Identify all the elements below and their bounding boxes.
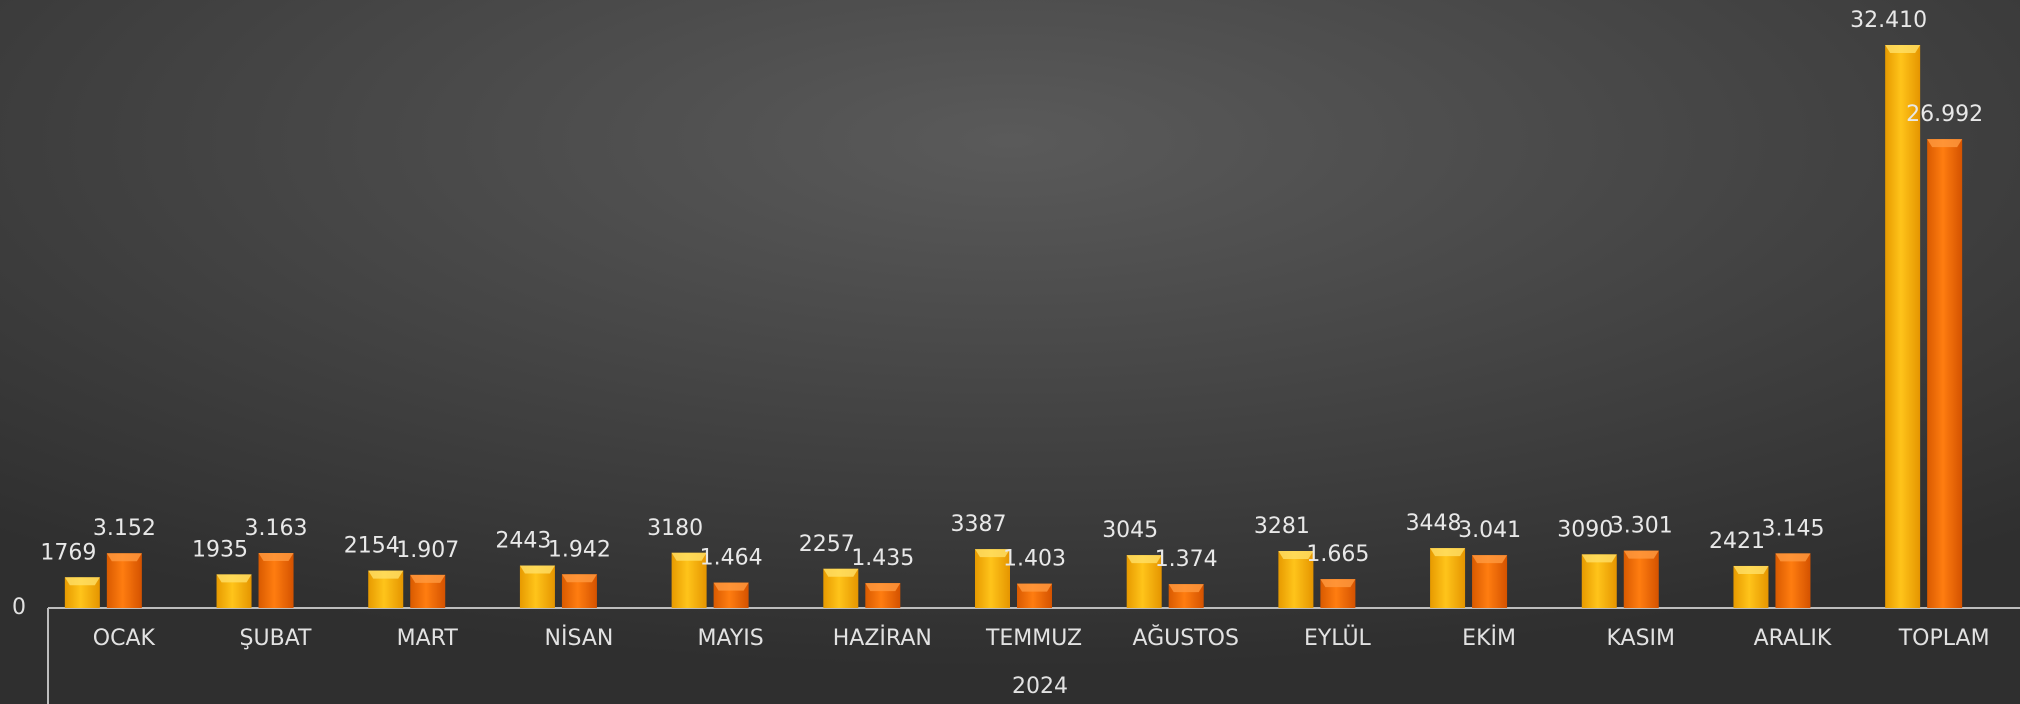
x-tick-label: EKİM (1462, 625, 1516, 651)
value-label: 1769 (40, 540, 96, 565)
bar-cap (1168, 584, 1204, 593)
value-label: 32.410 (1850, 8, 1927, 33)
bar-cap (410, 574, 446, 583)
bar (1623, 550, 1659, 608)
bar-cap (64, 577, 100, 586)
bar-cap (368, 570, 404, 579)
bar (671, 552, 707, 608)
value-label: 1935 (192, 537, 248, 562)
bar (1927, 139, 1963, 608)
bar-cap (561, 574, 597, 583)
value-label: 26.992 (1906, 102, 1983, 127)
value-label: 1.435 (851, 546, 914, 571)
x-tick-label: AĞUSTOS (1132, 625, 1239, 651)
bar (1885, 44, 1921, 608)
bar-cap (1472, 555, 1508, 564)
x-group-label: 2024 (1012, 674, 1068, 699)
bar-cap (1885, 44, 1921, 53)
bar-cap (1623, 550, 1659, 559)
bar-cap (1017, 583, 1052, 592)
bar (1775, 553, 1811, 608)
value-label: 2443 (495, 529, 551, 554)
value-label: 3.301 (1610, 514, 1673, 539)
value-label: 1.665 (1306, 542, 1369, 567)
x-tick-label: KASIM (1607, 626, 1676, 651)
value-label: 3448 (1406, 511, 1462, 536)
bar (975, 549, 1010, 608)
bar (1126, 555, 1162, 608)
x-tick-label: TEMMUZ (985, 626, 1082, 651)
bar-cap (258, 553, 294, 562)
bar-cap (106, 553, 142, 562)
bar-cap (1320, 579, 1356, 588)
bar-cap (1430, 548, 1466, 557)
bar (1430, 548, 1466, 608)
bar (1278, 551, 1314, 608)
value-label: 3.163 (245, 516, 308, 541)
x-tick-label: HAZİRAN (833, 625, 932, 651)
bar-cap (519, 565, 555, 574)
bar-cap (1126, 555, 1162, 564)
x-tick-label: ARALIK (1754, 626, 1832, 651)
bar (1581, 554, 1617, 608)
bar-cap (1733, 565, 1769, 574)
x-tick-label: NİSAN (545, 625, 614, 651)
value-label: 3045 (1102, 518, 1158, 543)
value-label: 3180 (647, 516, 703, 541)
value-label: 2154 (344, 534, 400, 559)
value-label: 3.152 (93, 516, 156, 541)
value-label: 3090 (1557, 517, 1613, 542)
bar (258, 553, 294, 608)
x-tick-label: OCAK (93, 626, 156, 651)
bar-cap (823, 568, 859, 577)
x-tick-label: TOPLAM (1898, 626, 1990, 651)
bar (106, 553, 142, 608)
value-label: 2257 (799, 532, 855, 557)
x-tick-label: MART (397, 626, 459, 651)
bar (1472, 555, 1508, 608)
bar-cap (1775, 553, 1811, 562)
x-tick-label: MAYIS (698, 626, 764, 651)
x-tick-label: EYLÜL (1304, 625, 1372, 651)
bar-cap (671, 552, 707, 561)
value-label: 2421 (1709, 529, 1765, 554)
x-tick-label: ŞUBAT (240, 626, 313, 651)
bar-cap (975, 549, 1010, 558)
bar-cap (1278, 551, 1314, 560)
bar-cap (1581, 554, 1617, 563)
value-label: 3.041 (1458, 518, 1521, 543)
value-label: 1.403 (1003, 547, 1066, 572)
bar-cap (1927, 139, 1963, 148)
value-label: 3281 (1254, 514, 1310, 539)
value-label: 1.374 (1155, 547, 1218, 572)
value-label: 1.464 (700, 546, 763, 571)
y-tick-label: 0 (12, 595, 26, 620)
value-label: 3.145 (1761, 516, 1824, 541)
value-label: 1.907 (396, 538, 459, 563)
bar-cap (216, 574, 252, 583)
bar-cap (713, 582, 749, 591)
bar-cap (865, 583, 901, 592)
value-label: 1.942 (548, 537, 611, 562)
value-label: 3387 (951, 512, 1007, 537)
